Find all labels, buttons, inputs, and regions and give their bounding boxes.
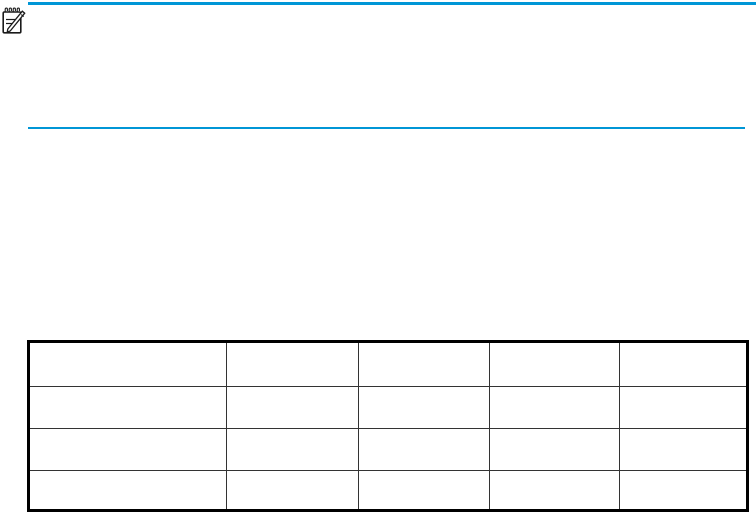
section-divider-rule	[28, 127, 745, 129]
table-row	[28, 428, 748, 471]
top-divider-rule	[28, 2, 756, 5]
table-cell	[619, 470, 748, 511]
table-cell	[358, 341, 490, 387]
table-cell	[358, 428, 490, 471]
table-cell	[226, 386, 359, 429]
table-cell	[226, 428, 359, 471]
table-cell	[28, 386, 227, 429]
table-cell	[489, 470, 620, 511]
table-cell	[619, 386, 748, 429]
spec-table	[27, 340, 749, 512]
table-row	[28, 386, 748, 429]
table-cell	[28, 341, 227, 387]
table-cell	[226, 470, 359, 511]
table-cell	[358, 386, 490, 429]
table-row	[28, 470, 748, 511]
note-pencil-icon	[2, 7, 26, 35]
table-row	[28, 341, 748, 387]
table-cell	[358, 470, 490, 511]
table-cell	[489, 386, 620, 429]
table-cell	[28, 428, 227, 471]
table-cell	[619, 341, 748, 387]
table-cell	[619, 428, 748, 471]
table-cell	[489, 428, 620, 471]
table-cell	[28, 470, 227, 511]
table-cell	[489, 341, 620, 387]
table-cell	[226, 341, 359, 387]
